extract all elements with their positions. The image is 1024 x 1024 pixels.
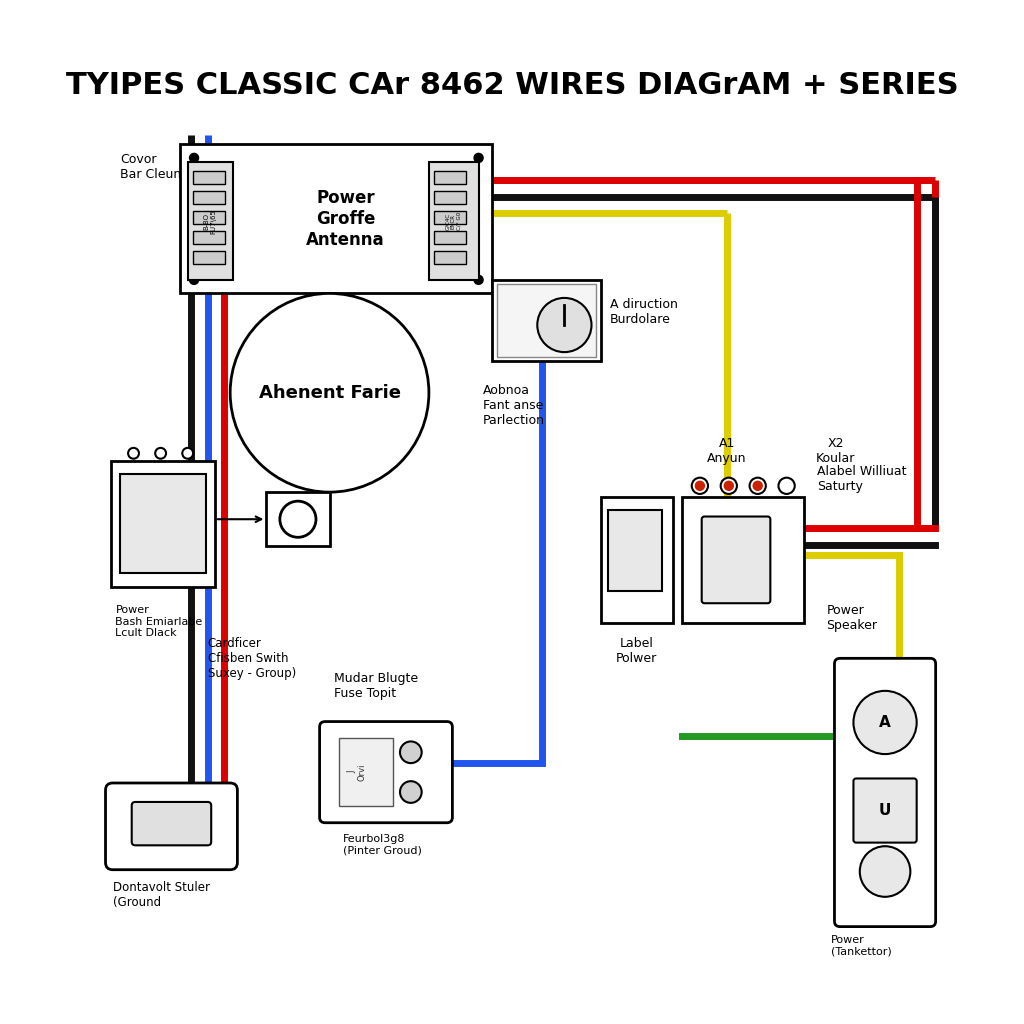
Bar bbox=[194, 251, 224, 263]
FancyBboxPatch shape bbox=[835, 658, 936, 927]
Text: Alabel Williuat
Saturty: Alabel Williuat Saturty bbox=[817, 465, 907, 493]
Bar bbox=[429, 163, 478, 280]
Text: Power
Speaker: Power Speaker bbox=[826, 604, 878, 632]
FancyBboxPatch shape bbox=[701, 516, 770, 603]
Circle shape bbox=[189, 275, 199, 285]
Bar bbox=[434, 171, 466, 184]
Circle shape bbox=[778, 477, 795, 494]
FancyBboxPatch shape bbox=[493, 280, 600, 361]
Bar bbox=[434, 191, 466, 204]
Bar bbox=[339, 738, 393, 807]
Circle shape bbox=[189, 154, 199, 163]
Text: A diruction
Burdolare: A diruction Burdolare bbox=[609, 298, 678, 326]
Circle shape bbox=[724, 481, 733, 490]
Text: TYIPES CLASSIC CAr 8462 WIRES DIAGrAM + SERIES: TYIPES CLASSIC CAr 8462 WIRES DIAGrAM + … bbox=[66, 71, 958, 100]
Text: Power
Groffe
Antenna: Power Groffe Antenna bbox=[306, 189, 385, 249]
Bar bbox=[434, 231, 466, 244]
Bar bbox=[600, 497, 673, 624]
Text: U: U bbox=[879, 804, 891, 818]
FancyBboxPatch shape bbox=[132, 802, 211, 846]
Circle shape bbox=[280, 501, 316, 538]
FancyBboxPatch shape bbox=[319, 722, 453, 822]
Text: Cardficer
Cfisben Swith
Suxey - Group): Cardficer Cfisben Swith Suxey - Group) bbox=[208, 637, 296, 680]
Circle shape bbox=[695, 481, 705, 490]
Bar bbox=[194, 171, 224, 184]
Text: G/C4C
ENCR
C/F G0: G/C4C ENCR C/F G0 bbox=[445, 212, 462, 230]
Bar bbox=[194, 211, 224, 224]
Circle shape bbox=[721, 477, 737, 494]
Text: B-BO
FU7\65: B-BO FU7\65 bbox=[204, 209, 217, 233]
Circle shape bbox=[400, 781, 422, 803]
Circle shape bbox=[156, 447, 166, 459]
Bar bbox=[111, 461, 215, 587]
Bar bbox=[497, 285, 596, 356]
Bar bbox=[682, 497, 804, 624]
Circle shape bbox=[474, 154, 483, 163]
Text: Dontavolt Stuler
(Ground: Dontavolt Stuler (Ground bbox=[113, 881, 210, 908]
Bar bbox=[194, 191, 224, 204]
Text: Mudar Blugte
Fuse Topit: Mudar Blugte Fuse Topit bbox=[334, 672, 418, 699]
Text: J
Orvi: J Orvi bbox=[347, 764, 367, 781]
Circle shape bbox=[853, 691, 916, 754]
Text: Feurbol3g8
(Pinter Groud): Feurbol3g8 (Pinter Groud) bbox=[343, 834, 422, 855]
Circle shape bbox=[400, 741, 422, 763]
Bar bbox=[266, 493, 330, 547]
Text: X2
Koular: X2 Koular bbox=[816, 437, 855, 465]
Text: A: A bbox=[880, 715, 891, 730]
Text: Covor
Bar Cleum: Covor Bar Cleum bbox=[120, 154, 185, 181]
Bar bbox=[187, 163, 232, 280]
FancyBboxPatch shape bbox=[853, 778, 916, 843]
FancyBboxPatch shape bbox=[105, 783, 238, 869]
Circle shape bbox=[860, 846, 910, 897]
Circle shape bbox=[750, 477, 766, 494]
Text: Ahenent Farie: Ahenent Farie bbox=[258, 384, 400, 401]
Circle shape bbox=[692, 477, 708, 494]
Text: A1
Anyun: A1 Anyun bbox=[708, 437, 746, 465]
Circle shape bbox=[128, 447, 139, 459]
Text: Power
(Tankettor): Power (Tankettor) bbox=[830, 935, 892, 956]
Text: Label
Polwer: Label Polwer bbox=[616, 637, 657, 665]
Bar bbox=[608, 510, 662, 592]
Circle shape bbox=[754, 481, 762, 490]
Text: Aobnoa
Fant anse
Parlection: Aobnoa Fant anse Parlection bbox=[483, 384, 545, 427]
Circle shape bbox=[182, 447, 194, 459]
Circle shape bbox=[538, 298, 592, 352]
Bar bbox=[434, 251, 466, 263]
Circle shape bbox=[230, 294, 429, 493]
Bar bbox=[434, 211, 466, 224]
Bar bbox=[120, 474, 206, 573]
Bar bbox=[194, 231, 224, 244]
Circle shape bbox=[474, 275, 483, 285]
Text: Power
Bash Emiarlabe
Lcult Dlack: Power Bash Emiarlabe Lcult Dlack bbox=[116, 605, 203, 638]
Bar bbox=[180, 144, 493, 294]
